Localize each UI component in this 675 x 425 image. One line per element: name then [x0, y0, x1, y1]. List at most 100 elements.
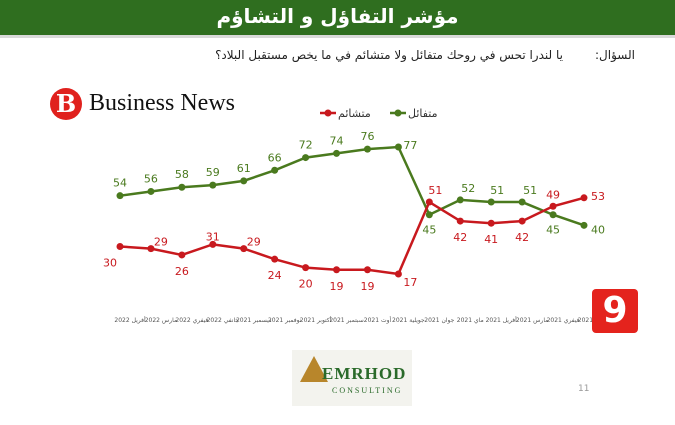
data-label: 77: [403, 139, 417, 152]
data-label: 56: [144, 172, 158, 185]
data-point: [147, 245, 155, 253]
series-layer: 54 56 58 59 61 66 72 74 76 77 45 52 51 51 45 40 30 29 26 31…: [103, 130, 605, 293]
business-news-logo-mark: B: [50, 88, 82, 120]
x-tick-label: ماي 2021: [457, 317, 484, 324]
data-label: 66: [268, 151, 282, 164]
data-label: 30: [103, 256, 117, 269]
x-tick-label: نوفمبر 2021: [268, 317, 302, 324]
data-label: 61: [237, 162, 251, 175]
data-point: [333, 149, 341, 157]
legend-item-pessimist: متشائم: [320, 107, 371, 120]
data-point: [333, 266, 341, 274]
data-point: [178, 183, 186, 191]
data-label: 45: [546, 224, 560, 237]
legend-marker: [394, 109, 402, 117]
emrhod-logo-sub: CONSULTING: [332, 386, 403, 395]
x-tick-label: أكتوبر 2021: [300, 316, 332, 324]
data-label: 29: [247, 236, 261, 249]
data-point: [271, 166, 279, 174]
data-label: 40: [591, 223, 605, 236]
data-point: [518, 198, 526, 206]
data-label: 76: [360, 130, 374, 143]
data-point: [302, 264, 310, 272]
data-label: 20: [299, 278, 313, 291]
series-line-pessimist: [119, 196, 585, 276]
data-point: [240, 177, 248, 185]
data-point: [549, 202, 557, 210]
emrhod-logo-mark: [300, 356, 328, 382]
legend-label: متشائم: [338, 107, 371, 120]
data-point: [116, 242, 124, 250]
x-tick-label: مارس 2022: [145, 317, 177, 324]
data-label: 17: [403, 276, 417, 289]
data-point: [394, 143, 402, 151]
x-tick-label: أفريل 2022: [114, 316, 146, 324]
data-label: 31: [206, 230, 220, 243]
legend-marker: [324, 109, 332, 117]
data-point: [178, 251, 186, 259]
business-news-logo: B Business News: [50, 88, 250, 120]
data-label: 29: [154, 236, 168, 249]
data-label: 52: [461, 182, 475, 195]
data-point: [302, 154, 310, 162]
x-tick-label: جويلية 2021: [392, 317, 425, 324]
data-label: 51: [490, 184, 504, 197]
chart-legend: متشائم متفائل: [320, 107, 438, 120]
data-point: [425, 198, 433, 206]
channel-badge: 9: [592, 289, 638, 333]
data-label: 53: [591, 190, 605, 203]
question-label: السؤال:: [595, 48, 635, 62]
data-point: [580, 221, 588, 229]
title-bar: مؤشر التفاؤل و التشاؤم: [0, 0, 675, 38]
page-title: مؤشر التفاؤل و التشاؤم: [216, 4, 459, 28]
data-point: [240, 245, 248, 253]
data-label: 41: [484, 233, 498, 246]
data-point: [487, 198, 495, 206]
data-label: 49: [546, 188, 560, 201]
emrhod-logo: EMRHOD CONSULTING: [292, 350, 412, 406]
x-tick-label: أوت 2021: [364, 316, 392, 324]
x-tick-label: ديسمبر 2021: [236, 317, 272, 324]
question-text: يا لندرا تحس في روحك متفائل ولا متشائم ف…: [215, 48, 563, 62]
data-label: 54: [113, 177, 127, 190]
x-tick-label: فيفري 2021: [547, 317, 580, 324]
data-point: [209, 240, 217, 248]
data-point: [363, 145, 371, 153]
data-label: 51: [428, 184, 442, 197]
data-label: 72: [299, 139, 313, 152]
data-label: 51: [523, 184, 537, 197]
x-tick-label: سبتمبر 2021: [329, 317, 363, 324]
data-label: 42: [515, 231, 529, 244]
legend-label: متفائل: [408, 107, 438, 120]
x-tick-label: فيفري 2022: [175, 317, 208, 324]
series-line-optimist: [119, 145, 585, 227]
x-tick-label: أفريل 2021: [486, 316, 518, 324]
data-point: [147, 187, 155, 195]
data-point: [394, 270, 402, 278]
data-label: 26: [175, 265, 189, 278]
x-tick-label: جوان 2021: [424, 317, 454, 324]
data-point: [456, 196, 464, 204]
data-label: 59: [206, 166, 220, 179]
data-label: 45: [422, 224, 436, 237]
data-point: [456, 217, 464, 225]
data-point: [116, 192, 124, 200]
data-point: [487, 219, 495, 227]
page-number: 11: [578, 384, 590, 394]
emrhod-logo-name: EMRHOD: [322, 364, 407, 383]
data-label: 24: [268, 269, 282, 282]
data-point: [518, 217, 526, 225]
data-label: 19: [360, 280, 374, 293]
data-point: [271, 255, 279, 263]
x-tick-label: مارس 2021: [516, 317, 548, 324]
data-label: 19: [330, 280, 344, 293]
data-point: [209, 181, 217, 189]
data-point: [363, 266, 371, 274]
data-point: [425, 211, 433, 219]
legend-item-optimist: متفائل: [390, 107, 438, 120]
business-news-logo-text: Business News: [89, 90, 236, 116]
x-tick-label: جانفي 2022: [207, 317, 240, 324]
data-label: 58: [175, 168, 189, 181]
